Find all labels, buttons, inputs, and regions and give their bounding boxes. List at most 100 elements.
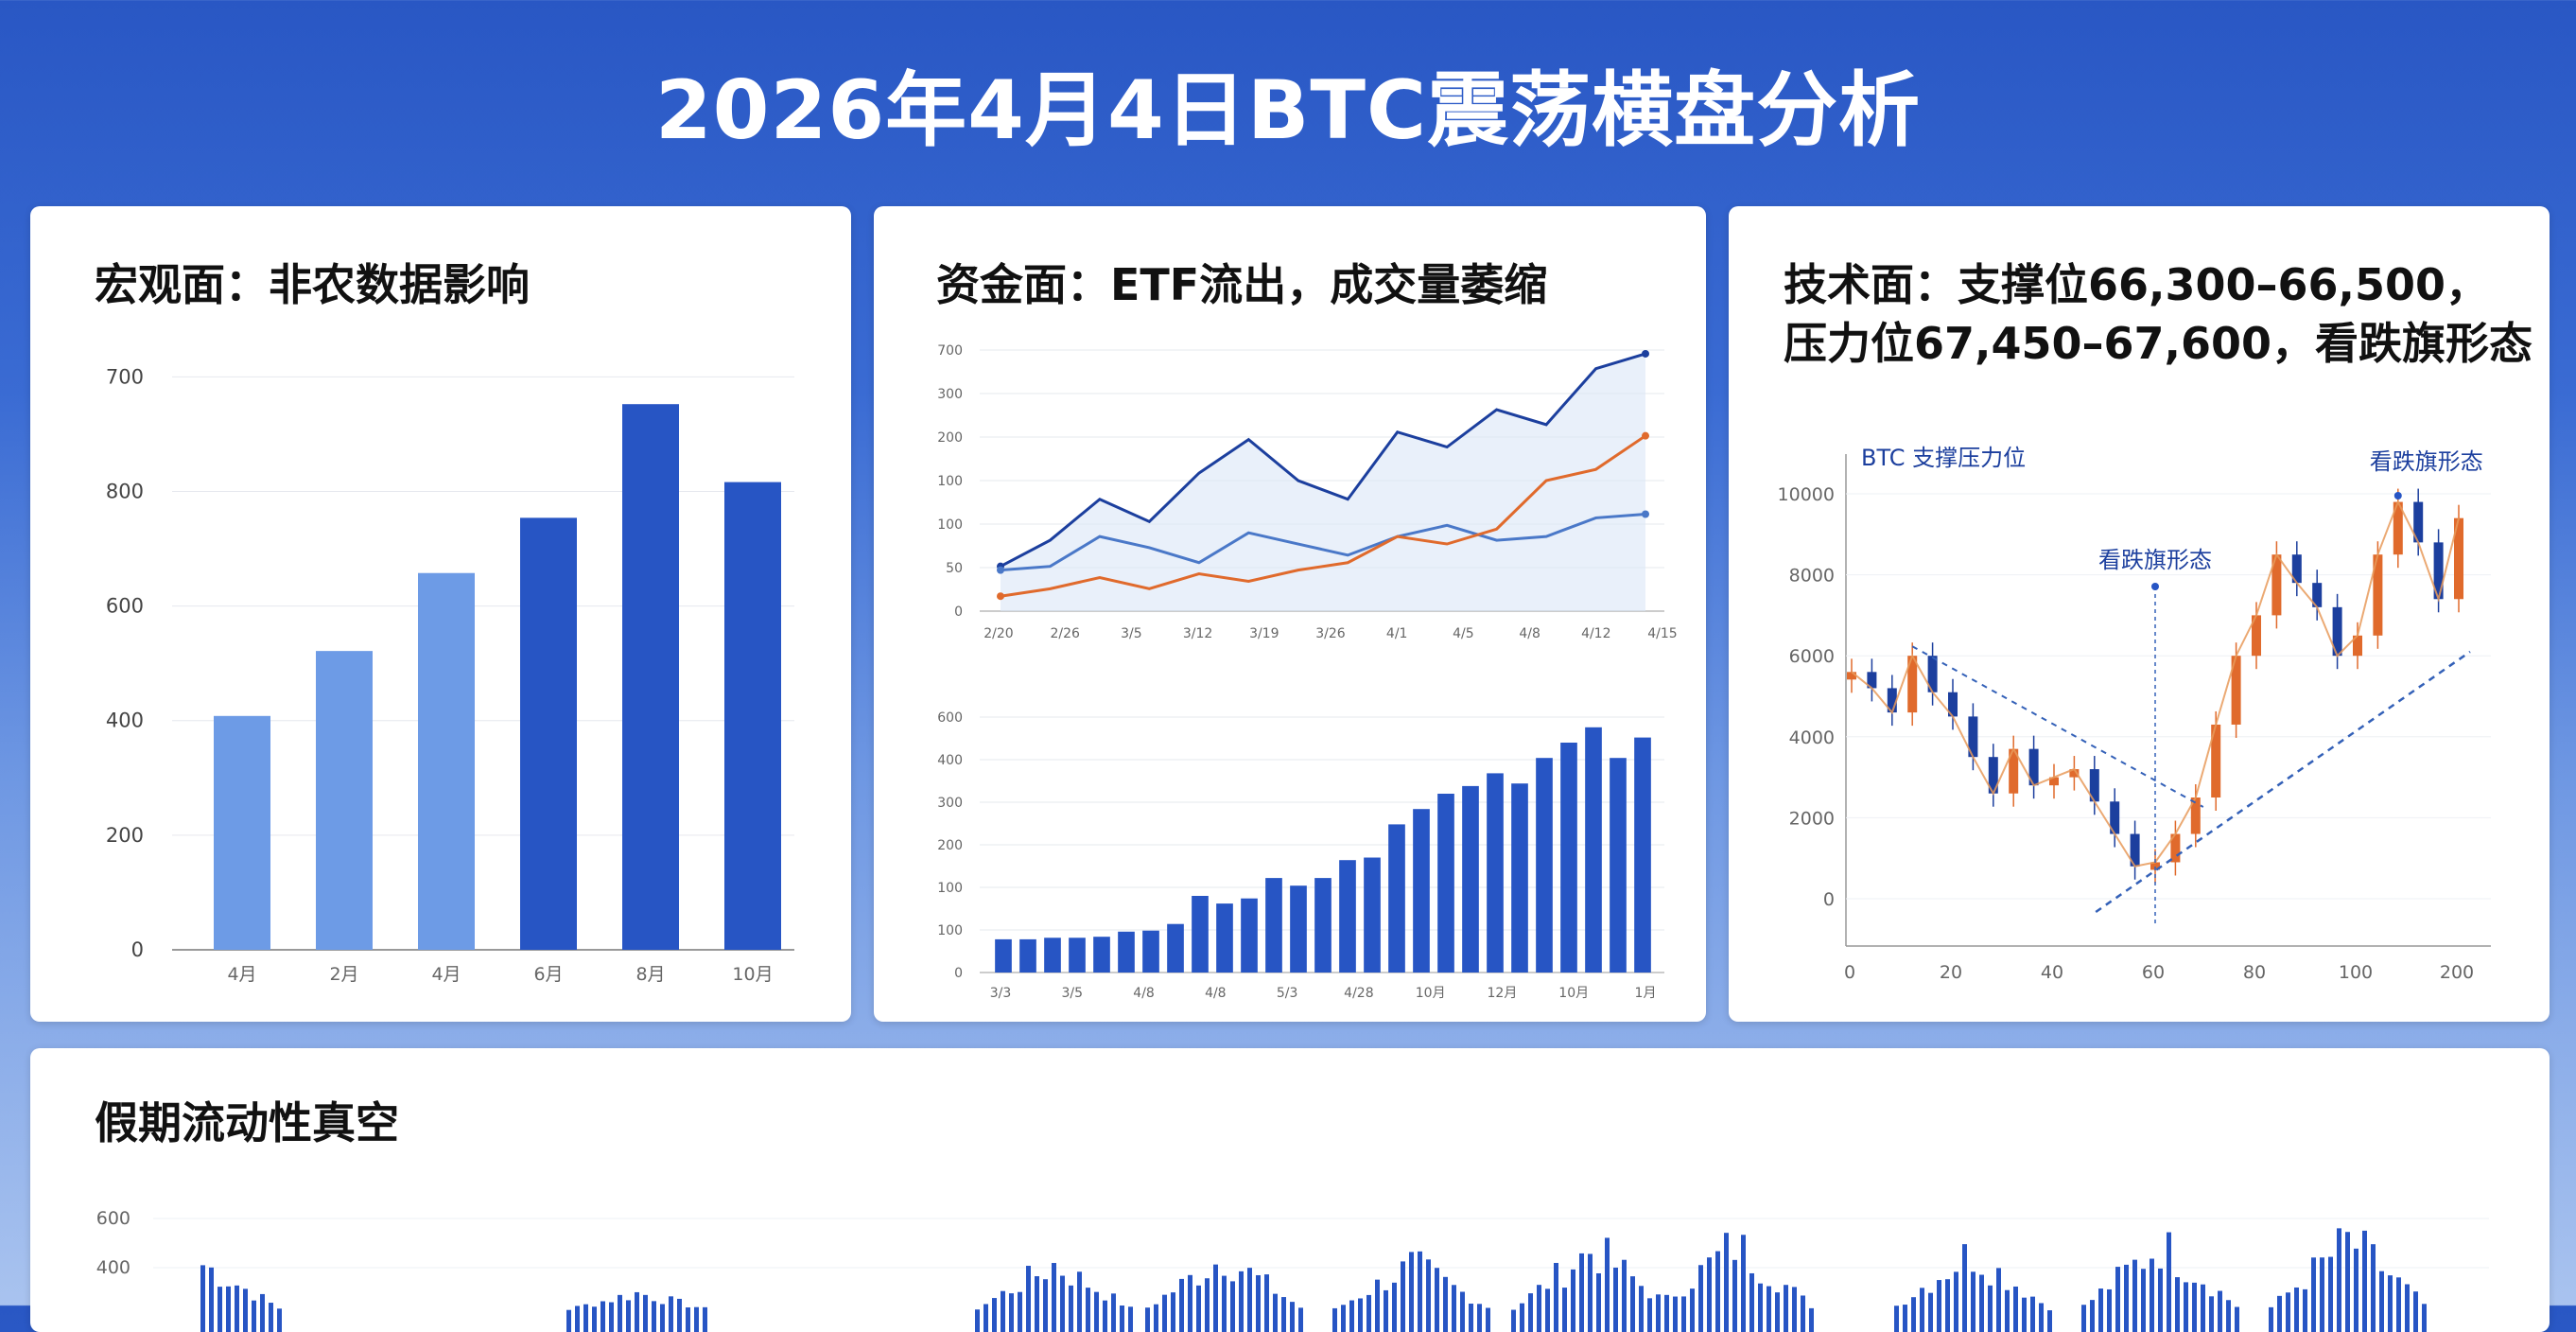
candle-body <box>2049 777 2059 786</box>
y-tick-label: 300 <box>937 796 963 811</box>
volume-bar <box>992 1298 997 1332</box>
volume-bar <box>1437 794 1454 973</box>
volume-bar <box>1562 1288 1567 1332</box>
candle-body <box>2433 542 2444 600</box>
volume-bar <box>1560 743 1577 973</box>
x-tick-label: 60 <box>2142 962 2165 983</box>
x-tick-label: 2月 <box>329 964 358 985</box>
volume-bar <box>2201 1284 2205 1332</box>
volume-bar <box>1018 1291 1022 1332</box>
x-tick-label: 200 <box>2440 962 2474 983</box>
candle-body <box>2312 583 2323 607</box>
tech-panel-title-line2: 压力位67,450–67,600，看跌旗形态 <box>1784 318 2533 369</box>
x-tick-label: 3/12 <box>1183 626 1212 641</box>
volume-bar <box>1971 1271 1976 1332</box>
volume-bar <box>2422 1304 2427 1332</box>
volume-bar <box>1571 1269 1575 1332</box>
volume-bar <box>1460 1291 1465 1332</box>
funds-panel: 资金面：ETF流出，成交量萎缩 0 50 100 100 200 300 700 2/20 2/… <box>874 206 1706 1022</box>
series-point <box>1642 431 1649 440</box>
volume-bar <box>1044 938 1061 973</box>
candle-body <box>2069 769 2080 778</box>
x-tick-label: 80 <box>2243 962 2266 983</box>
volume-bar <box>1809 1307 1814 1332</box>
volume-bar <box>1060 1275 1065 1332</box>
volume-bar <box>643 1294 648 1332</box>
y-tick-label: 400 <box>106 710 144 732</box>
tech-candlestick-chart: 0 2000 4000 6000 8000 10000 0 20 40 60 80 100 200 BTC… <box>1778 445 2491 983</box>
y-tick-label: 100 <box>937 517 963 533</box>
volume-bar <box>2124 1264 2129 1332</box>
y-tick-label: 300 <box>937 387 963 402</box>
volume-bar <box>2184 1282 2188 1332</box>
volume-bar <box>1120 1305 1124 1332</box>
volume-bar <box>2354 1248 2358 1332</box>
volume-bar <box>1610 758 1627 973</box>
volume-bar <box>1585 727 1602 973</box>
volume-bar <box>1894 1306 1899 1332</box>
volume-bar <box>2286 1292 2290 1332</box>
volume-bar <box>1384 1289 1388 1332</box>
candle-body <box>1907 656 1918 713</box>
candle-body <box>1968 716 1978 758</box>
volume-bar <box>1094 1291 1099 1332</box>
volume-bar <box>1911 1297 1916 1332</box>
volume-bar <box>1341 1305 1346 1332</box>
volume-bar <box>1588 1253 1593 1332</box>
candle-body <box>2170 833 2181 863</box>
volume-bar <box>660 1304 665 1332</box>
candle-body <box>2231 656 2241 725</box>
volume-bar <box>1426 1259 1431 1332</box>
funds-panel-title: 资金面：ETF流出，成交量萎缩 <box>936 259 1548 310</box>
resistance-trendline <box>1911 645 2204 808</box>
volume-bar <box>1388 824 1405 973</box>
volume-bar <box>1192 896 1209 973</box>
x-tick-label: 2/26 <box>1050 626 1080 641</box>
volume-bar <box>1222 1275 1227 1332</box>
volume-bar <box>1001 1290 1005 1332</box>
y-tick-label: 50 <box>946 561 963 576</box>
volume-bar <box>995 938 1012 973</box>
candle-body <box>2028 748 2039 786</box>
volume-bar <box>1418 1251 1422 1332</box>
candle-body <box>2130 833 2140 867</box>
volume-bar <box>1188 1274 1192 1332</box>
macro-bar-chart: 0 200 400 600 800 700 4月 2月 4月 6月 8月 10月 <box>106 365 794 985</box>
volume-bar <box>1265 878 1282 973</box>
volume-bar <box>2405 1284 2410 1332</box>
volume-bar <box>1715 1251 1720 1332</box>
candle-body <box>1887 688 1897 713</box>
liquidity-panel-title: 假期流动性真空 <box>95 1097 399 1148</box>
volume-bar <box>2345 1232 2350 1332</box>
volume-bar <box>1537 1285 1541 1332</box>
volume-bar <box>1019 938 1036 973</box>
volume-bar <box>1622 1259 1627 1332</box>
volume-bar <box>1784 1285 1788 1332</box>
volume-bar <box>983 1304 988 1332</box>
volume-bar <box>1392 1282 1397 1332</box>
y-tick-label: 0 <box>1823 889 1835 910</box>
volume-bar <box>2320 1257 2324 1332</box>
volume-bar <box>1142 930 1159 973</box>
candle-body <box>2413 501 2424 543</box>
volume-bar <box>1792 1287 1797 1332</box>
x-tick-label: 6月 <box>533 964 563 985</box>
volume-bar <box>209 1267 214 1332</box>
candle-body <box>2393 501 2403 555</box>
volume-bar <box>1469 1304 1473 1332</box>
volume-bar <box>2115 1267 2120 1332</box>
volume-bar <box>1698 1265 1703 1332</box>
x-tick-label: 5/3 <box>1277 986 1298 1001</box>
volume-bar <box>1487 773 1504 973</box>
x-tick-label: 3/5 <box>1062 986 1084 1001</box>
x-tick-label: 3/5 <box>1121 626 1142 641</box>
volume-bar <box>1171 1292 1175 1332</box>
tech-panel: 技术面：支撑位66,300–66,500， 压力位67,450–67,600，看… <box>1729 206 2550 1022</box>
y-tick-label: 200 <box>937 430 963 446</box>
volume-bar <box>566 1309 571 1332</box>
volume-bar <box>1069 938 1086 973</box>
volume-bar <box>1077 1271 1082 1332</box>
x-tick-label: 10月 <box>732 964 773 985</box>
candle-body <box>1847 672 1856 680</box>
support-trendline <box>2095 650 2471 914</box>
